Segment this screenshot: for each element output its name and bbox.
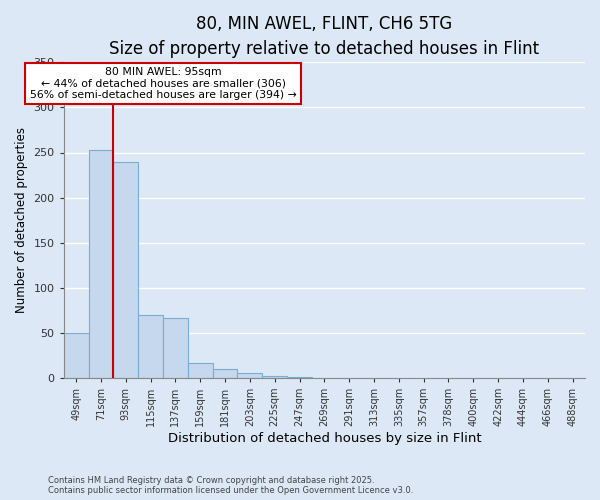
Bar [89, 150, 113, 378]
Bar [138, 315, 163, 378]
Bar [188, 362, 212, 378]
Y-axis label: Number of detached properties: Number of detached properties [15, 127, 28, 313]
Title: 80, MIN AWEL, FLINT, CH6 5TG
Size of property relative to detached houses in Fli: 80, MIN AWEL, FLINT, CH6 5TG Size of pro… [109, 15, 539, 58]
Bar [287, 377, 312, 378]
Bar [262, 376, 287, 378]
Bar [64, 333, 89, 378]
Bar [212, 369, 238, 378]
Text: 80 MIN AWEL: 95sqm
← 44% of detached houses are smaller (306)
56% of semi-detach: 80 MIN AWEL: 95sqm ← 44% of detached hou… [29, 67, 296, 100]
X-axis label: Distribution of detached houses by size in Flint: Distribution of detached houses by size … [167, 432, 481, 445]
Bar [163, 318, 188, 378]
Text: Contains HM Land Registry data © Crown copyright and database right 2025.
Contai: Contains HM Land Registry data © Crown c… [48, 476, 413, 495]
Bar [238, 372, 262, 378]
Bar [113, 162, 138, 378]
